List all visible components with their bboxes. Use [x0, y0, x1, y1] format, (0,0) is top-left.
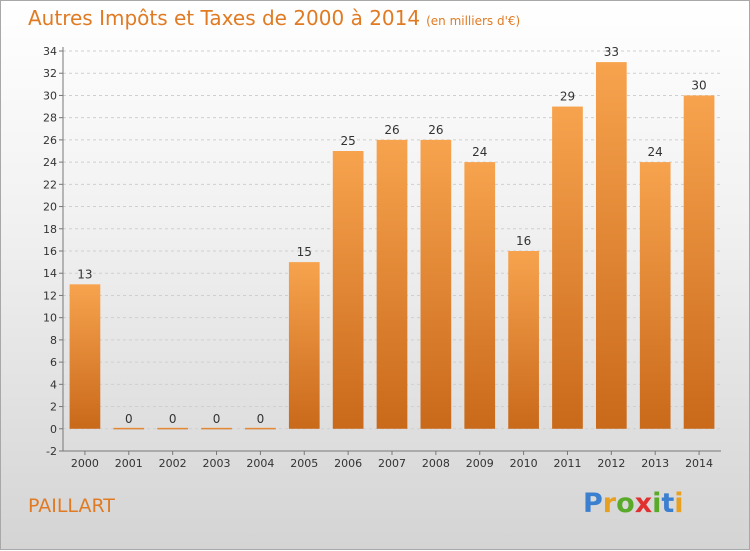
x-tick-label: 2011	[553, 457, 581, 470]
x-tick-label: 2010	[510, 457, 538, 470]
y-tick-label: 34	[43, 45, 57, 58]
bar-2002	[157, 427, 189, 430]
y-tick-label: 28	[43, 112, 57, 125]
y-tick-label: 14	[43, 267, 57, 280]
x-tick-label: 2012	[597, 457, 625, 470]
y-tick-label: 24	[43, 156, 57, 169]
bar-2007	[376, 139, 408, 429]
x-tick-label: 2007	[378, 457, 406, 470]
logo-letter: r	[602, 488, 617, 519]
y-tick-label: 20	[43, 201, 57, 214]
x-tick-label: 2013	[641, 457, 669, 470]
y-tick-label: 16	[43, 245, 57, 258]
data-label: 16	[516, 234, 531, 248]
x-tick-label: 2014	[685, 457, 713, 470]
x-tick-label: 2008	[422, 457, 450, 470]
bar-2013	[639, 162, 671, 429]
data-label: 13	[77, 267, 92, 281]
bar-2006	[332, 151, 364, 429]
y-tick-label: 2	[50, 401, 57, 414]
data-label: 29	[560, 90, 575, 104]
y-tick-label: 12	[43, 289, 57, 302]
proxiti-logo: Proxiti	[583, 488, 684, 519]
bar-2014	[683, 95, 715, 429]
bar-2008	[420, 139, 452, 429]
x-tick-label: 2002	[159, 457, 187, 470]
bar-2004	[245, 427, 276, 430]
logo-letter: o	[616, 488, 635, 519]
data-label: 0	[257, 412, 265, 426]
data-label: 33	[604, 45, 619, 59]
data-label: 26	[384, 123, 399, 137]
bar-2003	[201, 427, 232, 430]
y-tick-label: 10	[43, 312, 57, 325]
x-tick-label: 2003	[203, 457, 231, 470]
data-label: 0	[213, 412, 221, 426]
data-label: 24	[472, 145, 487, 159]
y-tick-label: 0	[50, 423, 57, 436]
y-tick-label: 8	[50, 334, 57, 347]
data-label: 15	[297, 245, 312, 259]
logo-letter: i	[674, 488, 684, 519]
logo-letter: P	[583, 488, 603, 519]
x-tick-label: 2006	[334, 457, 362, 470]
bar-2005	[288, 262, 320, 429]
bar-2000	[69, 284, 101, 429]
data-label: 24	[648, 145, 663, 159]
x-tick-label: 2000	[71, 457, 99, 470]
y-tick-label: 22	[43, 178, 57, 191]
y-tick-label: 26	[43, 134, 57, 147]
bar-2012	[595, 62, 627, 429]
bar-2001	[113, 427, 145, 430]
logo-letter: t	[661, 488, 675, 519]
bar-2010	[508, 251, 539, 429]
data-labels: 13 0 0 0 0 15 25 26 26 24 16 29 33 24 30	[77, 45, 706, 426]
bar-2011	[552, 106, 583, 429]
chart-subtitle: (en milliers d'€)	[426, 14, 521, 28]
y-tick-label: 6	[50, 356, 57, 369]
y-tick-label: 4	[50, 378, 57, 391]
data-label: 0	[125, 412, 133, 426]
bar-2009	[464, 162, 496, 429]
y-tick-label: 30	[43, 89, 57, 102]
chart-title-text: Autres Impôts et Taxes de 2000 à 2014	[28, 6, 421, 30]
chart-title: Autres Impôts et Taxes de 2000 à 2014 (en…	[28, 6, 520, 30]
x-tick-label: 2009	[466, 457, 494, 470]
x-tick-label: 2001	[115, 457, 143, 470]
data-label: 25	[340, 134, 355, 148]
x-tick-label: 2005	[290, 457, 318, 470]
data-label: 26	[428, 123, 443, 137]
logo-letter: x	[634, 488, 653, 519]
x-tick-label: 2004	[246, 457, 274, 470]
y-tick-label: 32	[43, 67, 57, 80]
data-label: 30	[691, 78, 706, 92]
logo-letter: i	[652, 488, 662, 519]
y-tick-label: 18	[43, 223, 57, 236]
y-tick-label: -2	[46, 445, 57, 458]
bars	[69, 62, 715, 430]
data-label: 0	[169, 412, 177, 426]
commune-name: PAILLART	[28, 495, 115, 517]
